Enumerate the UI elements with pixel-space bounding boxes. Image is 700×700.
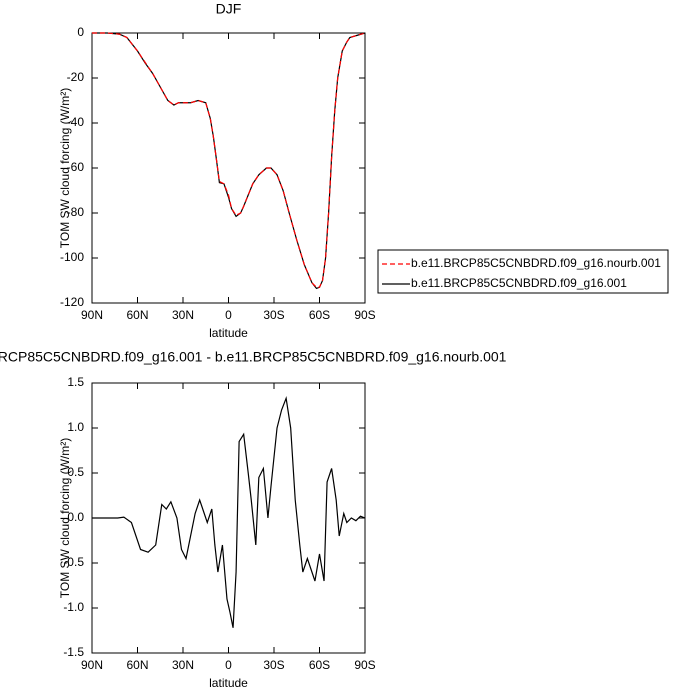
x-tick-label: 60N	[126, 658, 148, 672]
plot-frame	[91, 32, 366, 304]
plot-frame	[91, 382, 366, 654]
x-tick-label: 0	[225, 308, 232, 322]
y-tick-label: 1.0	[67, 420, 84, 434]
chart-title: b.e11.BRCP85C5CNBDRD.f09_g16.001 - b.e11…	[0, 349, 507, 365]
y-tick-label: -100	[60, 250, 84, 264]
data-line	[92, 395, 366, 628]
data-line	[92, 32, 366, 290]
data-line	[92, 32, 366, 288]
y-tick-label: -40	[67, 115, 85, 129]
x-tick-label: 90S	[354, 308, 375, 322]
y-axis-label: TOM SW cloud forcing (W/m²)	[58, 88, 72, 248]
chart-title: DJF	[216, 1, 242, 17]
x-tick-label: 30S	[263, 308, 284, 322]
y-tick-label: -1.0	[63, 600, 84, 614]
legend-label: b.e11.BRCP85C5CNBDRD.f09_g16.001	[411, 276, 627, 290]
y-tick-label: -20	[67, 70, 85, 84]
x-tick-label: 30S	[263, 658, 284, 672]
x-tick-label: 60S	[309, 308, 330, 322]
x-tick-label: 60N	[126, 308, 148, 322]
y-tick-label: -1.5	[63, 645, 84, 659]
y-tick-label: 0.0	[67, 510, 84, 524]
y-tick-label: -80	[67, 205, 85, 219]
y-tick-label: 1.5	[67, 375, 84, 389]
x-tick-label: 60S	[309, 658, 330, 672]
y-axis-label: TOM SW cloud forcing (W/m²)	[58, 438, 72, 598]
y-tick-label: -120	[60, 295, 84, 309]
x-axis-label: latitude	[209, 326, 248, 340]
legend-label: b.e11.BRCP85C5CNBDRD.f09_g16.nourb.001	[411, 256, 661, 270]
x-tick-label: 90N	[81, 658, 103, 672]
x-tick-label: 0	[225, 658, 232, 672]
x-tick-label: 30N	[172, 658, 194, 672]
x-tick-label: 30N	[172, 308, 194, 322]
y-tick-label: 0	[77, 25, 84, 39]
x-axis-label: latitude	[209, 676, 248, 690]
legend-box	[377, 249, 669, 294]
y-tick-label: -60	[67, 160, 85, 174]
x-tick-label: 90N	[81, 308, 103, 322]
y-tick-label: 0.5	[67, 465, 84, 479]
y-tick-label: -0.5	[63, 555, 84, 569]
x-tick-label: 90S	[354, 658, 375, 672]
